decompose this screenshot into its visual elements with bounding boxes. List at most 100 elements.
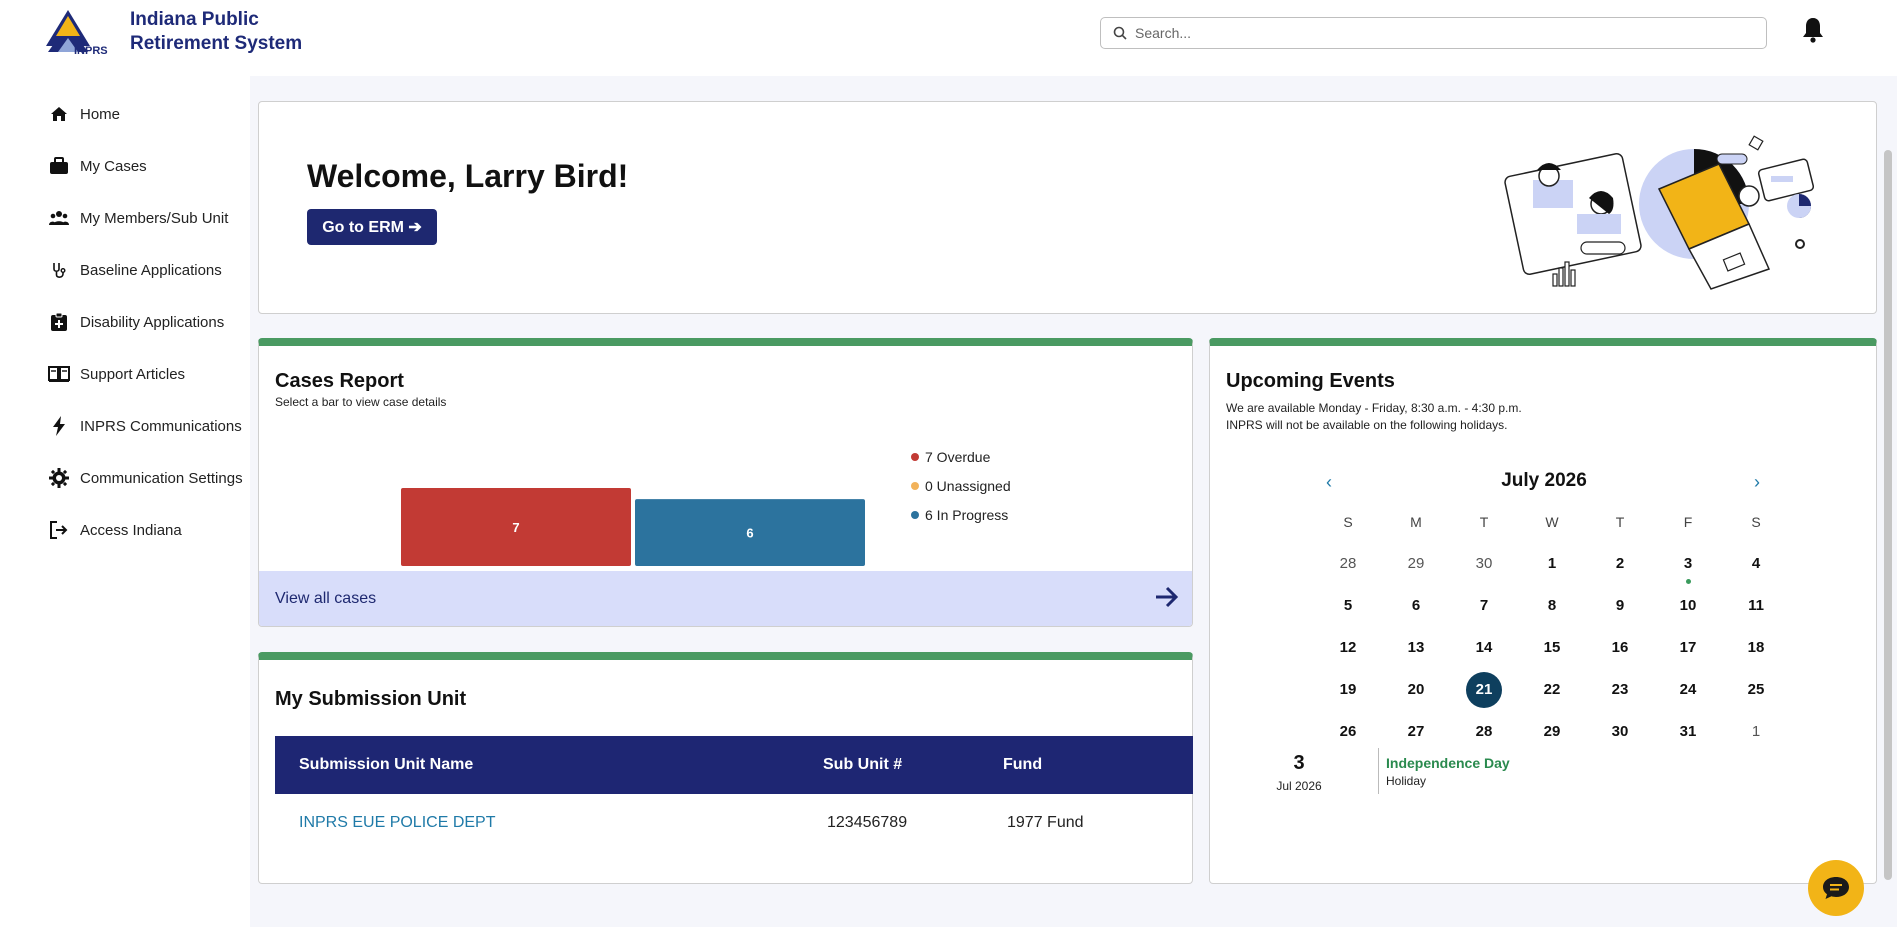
- calendar-day[interactable]: 26: [1314, 714, 1382, 750]
- bell-icon[interactable]: [1800, 16, 1826, 44]
- calendar-day[interactable]: 28: [1450, 714, 1518, 750]
- submission-unit-table: Submission Unit Name Sub Unit # Fund INP…: [275, 736, 1193, 852]
- calendar-day-number: 1: [1547, 555, 1557, 572]
- calendar-day[interactable]: 11: [1722, 588, 1790, 624]
- calendar-day-number: 7: [1479, 597, 1489, 614]
- calendar-day[interactable]: 4: [1722, 546, 1790, 582]
- calendar-day[interactable]: 16: [1586, 630, 1654, 666]
- calendar-day[interactable]: 13: [1382, 630, 1450, 666]
- calendar-day[interactable]: 15: [1518, 630, 1586, 666]
- calendar-day[interactable]: 29: [1518, 714, 1586, 750]
- calendar-day[interactable]: 30: [1586, 714, 1654, 750]
- sidebar-item-home[interactable]: Home: [48, 100, 120, 128]
- legend-item-in-progress[interactable]: 6 In Progress: [911, 500, 1011, 529]
- search-bar[interactable]: [1100, 17, 1767, 49]
- column-header: Submission Unit Name: [299, 756, 474, 773]
- sidebar-item-baseline-applications[interactable]: Baseline Applications: [48, 256, 222, 284]
- submission-unit-link[interactable]: INPRS EUE POLICE DEPT: [299, 814, 496, 831]
- calendar-day[interactable]: 5: [1314, 588, 1382, 624]
- calendar-day[interactable]: 1: [1518, 546, 1586, 582]
- calendar-day[interactable]: 1: [1722, 714, 1790, 750]
- cases-report-card: Cases Report Select a bar to view case d…: [258, 338, 1193, 627]
- calendar-grid: S M T W T F S 28 29 30 1 2 3 4 5 6 7 8 9 10 11 12 13 14 1…: [1314, 501, 1790, 753]
- inprs-logo[interactable]: INPRS: [44, 8, 118, 56]
- calendar-day[interactable]: 20: [1382, 672, 1450, 708]
- calendar-day[interactable]: 30: [1450, 546, 1518, 582]
- chart-data-label: 6: [746, 526, 753, 541]
- clipboard-plus-icon: [48, 311, 70, 333]
- sidebar-item-my-cases[interactable]: My Cases: [48, 152, 147, 180]
- weekday-label: W: [1545, 514, 1559, 530]
- calendar-week-row: 19 20 21 22 23 24 25: [1314, 669, 1790, 711]
- weekday-label: T: [1615, 514, 1625, 530]
- sidebar-item-communication-settings[interactable]: Communication Settings: [48, 464, 243, 492]
- calendar-day-number: 2: [1615, 555, 1625, 572]
- sidebar-item-inprs-communications[interactable]: INPRS Communications: [48, 412, 242, 440]
- calendar-day[interactable]: 6: [1382, 588, 1450, 624]
- calendar-day[interactable]: 2: [1586, 546, 1654, 582]
- sidebar-item-my-members[interactable]: My Members/Sub Unit: [48, 204, 228, 232]
- sidebar-item-label: INPRS Communications: [80, 417, 242, 435]
- chart-bar-overdue[interactable]: [401, 488, 631, 566]
- sidebar-item-access-indiana[interactable]: Access Indiana: [48, 516, 182, 544]
- calendar-day[interactable]: 22: [1518, 672, 1586, 708]
- calendar-day[interactable]: 3: [1654, 546, 1722, 584]
- brand-name: Indiana Public Retirement System: [130, 8, 302, 56]
- calendar-day[interactable]: 31: [1654, 714, 1722, 750]
- calendar-day-number: 28: [1339, 555, 1357, 572]
- calendar-next-button[interactable]: ›: [1754, 472, 1760, 492]
- legend-label: 7 Overdue: [925, 448, 991, 465]
- calendar-day[interactable]: 21: [1450, 672, 1518, 708]
- calendar-day-number: 30: [1475, 555, 1493, 572]
- sidebar: Home My Cases My Members/Sub Unit Baseli…: [0, 76, 250, 927]
- scrollbar[interactable]: [1884, 150, 1892, 880]
- calendar-day[interactable]: 10: [1654, 588, 1722, 624]
- calendar-day[interactable]: 28: [1314, 546, 1382, 582]
- calendar-prev-button[interactable]: ‹: [1326, 472, 1332, 492]
- sidebar-item-support-articles[interactable]: Support Articles: [48, 360, 185, 388]
- calendar-day-number: 4: [1751, 555, 1761, 572]
- calendar-day-number: 3: [1683, 555, 1693, 572]
- calendar-day-number: 19: [1339, 681, 1357, 698]
- calendar-day-number: 29: [1407, 555, 1425, 572]
- calendar-day[interactable]: 23: [1586, 672, 1654, 708]
- sidebar-item-disability-applications[interactable]: Disability Applications: [48, 308, 224, 336]
- calendar-day[interactable]: 14: [1450, 630, 1518, 666]
- calendar-day[interactable]: 9: [1586, 588, 1654, 624]
- view-all-label: View all cases: [275, 590, 377, 607]
- calendar-day[interactable]: 24: [1654, 672, 1722, 708]
- welcome-title: Welcome, Larry Bird!: [307, 158, 629, 194]
- calendar-day[interactable]: 18: [1722, 630, 1790, 666]
- calendar-day[interactable]: 7: [1450, 588, 1518, 624]
- legend-item-overdue[interactable]: 7 Overdue: [911, 442, 1011, 471]
- calendar-day[interactable]: 12: [1314, 630, 1382, 666]
- go-to-erm-button[interactable]: Go to ERM ➔: [307, 209, 437, 245]
- chart-bar-in-progress[interactable]: [635, 499, 865, 566]
- view-all-cases-link[interactable]: View all cases: [259, 571, 1192, 626]
- calendar-month: July 2026: [1501, 470, 1587, 491]
- weekday-label: F: [1683, 514, 1693, 530]
- calendar-day[interactable]: 8: [1518, 588, 1586, 624]
- calendar-day[interactable]: 27: [1382, 714, 1450, 750]
- chat-icon: [1823, 877, 1849, 899]
- event-name[interactable]: Independence Day: [1386, 755, 1510, 771]
- calendar-day[interactable]: 17: [1654, 630, 1722, 666]
- legend-label: 6 In Progress: [925, 506, 1009, 523]
- calendar-day-number: 31: [1679, 723, 1697, 740]
- calendar-day-number: 1: [1751, 723, 1761, 740]
- sidebar-item-label: My Members/Sub Unit: [80, 209, 229, 227]
- calendar-day-number: 30: [1611, 723, 1629, 740]
- calendar-day[interactable]: 25: [1722, 672, 1790, 708]
- calendar-day[interactable]: 19: [1314, 672, 1382, 708]
- legend-item-unassigned[interactable]: 0 Unassigned: [911, 471, 1011, 500]
- chat-button[interactable]: [1808, 860, 1864, 916]
- calendar-week-row: 26 27 28 29 30 31 1: [1314, 711, 1790, 753]
- search-input[interactable]: [1135, 25, 1735, 41]
- chart-data-label: 7: [512, 520, 519, 535]
- weekday-label: S: [1751, 514, 1761, 530]
- column-header: Sub Unit #: [823, 756, 903, 773]
- calendar-day-number: 22: [1543, 681, 1561, 698]
- calendar-day[interactable]: 29: [1382, 546, 1450, 582]
- sidebar-item-label: Access Indiana: [80, 521, 182, 539]
